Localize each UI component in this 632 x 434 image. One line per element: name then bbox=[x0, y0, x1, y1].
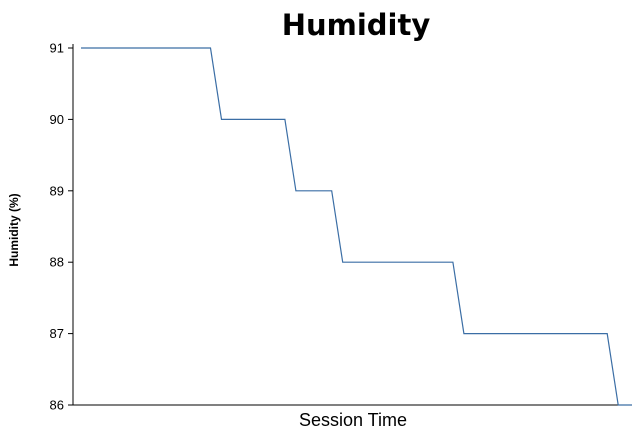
series-line bbox=[81, 47, 632, 406]
y-tick-label: 90 bbox=[50, 112, 64, 127]
chart-title: Humidity bbox=[281, 8, 431, 42]
y-ticks: 86 87 88 89 90 91 bbox=[50, 41, 73, 413]
y-tick-label: 91 bbox=[50, 41, 64, 56]
y-tick-label: 88 bbox=[50, 255, 64, 270]
y-tick-label: 87 bbox=[50, 326, 64, 341]
x-axis-label: Session Time bbox=[298, 410, 408, 430]
y-tick-label: 89 bbox=[50, 183, 64, 198]
y-tick-label: 86 bbox=[50, 398, 64, 413]
